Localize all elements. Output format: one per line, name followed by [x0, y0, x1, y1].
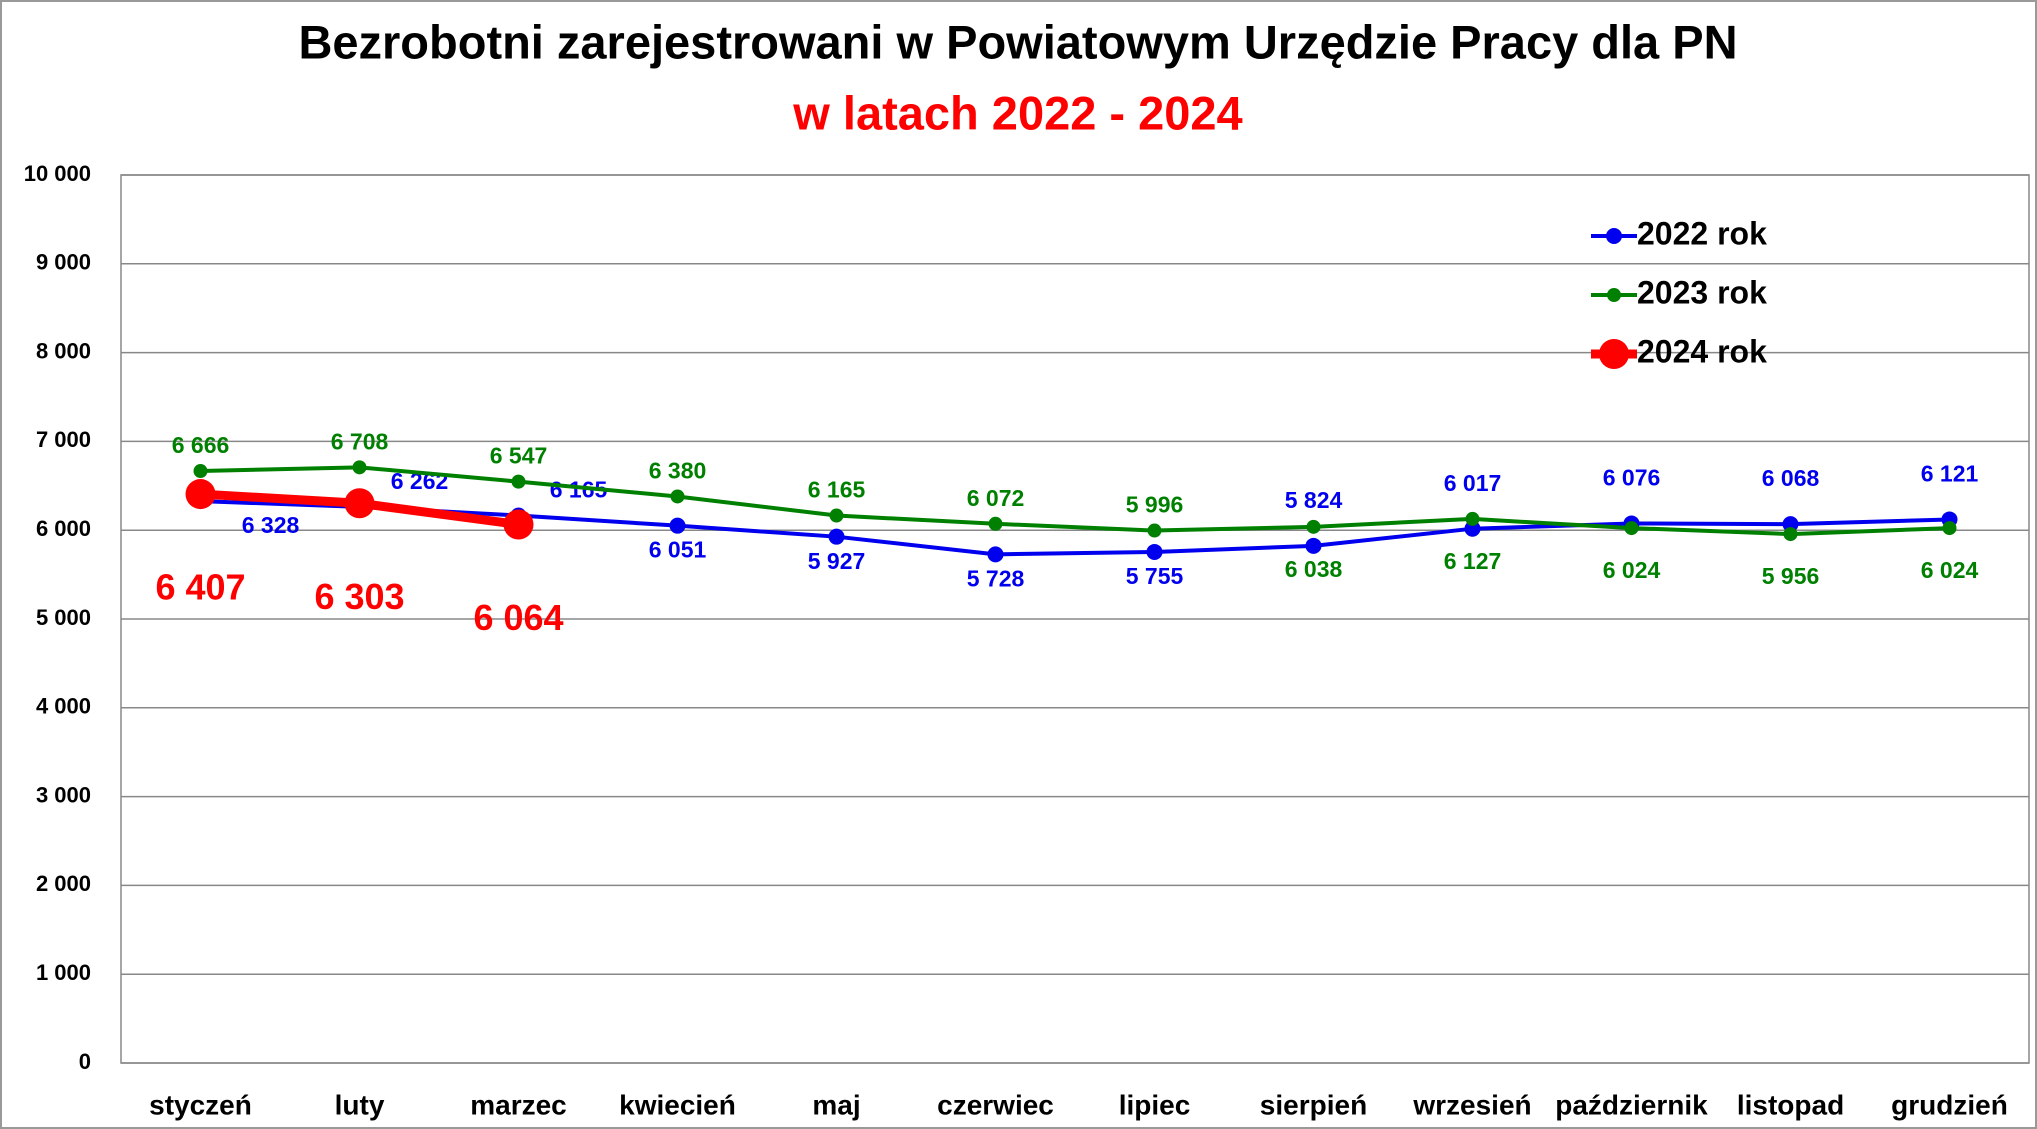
data-label: 6 064 — [473, 597, 563, 638]
y-tick-label: 9 000 — [36, 250, 91, 275]
data-label: 6 127 — [1444, 548, 1502, 574]
data-point — [511, 474, 526, 489]
x-tick-label: luty — [335, 1089, 385, 1120]
plot-border — [120, 174, 2030, 1064]
data-point — [1147, 523, 1162, 538]
data-point — [1782, 516, 1799, 533]
series-line — [200, 499, 1950, 557]
chart-title: Bezrobotni zarejestrowani w Powiatowym U… — [298, 15, 1737, 68]
data-label: 6 708 — [331, 428, 389, 454]
x-tick-label: grudzień — [1891, 1089, 2008, 1120]
data-point — [670, 489, 685, 504]
data-point — [185, 479, 216, 510]
data-point — [503, 509, 534, 540]
data-point — [193, 464, 208, 479]
data-label: 5 728 — [967, 565, 1025, 591]
data-label: 6 328 — [242, 512, 300, 538]
series-line — [200, 465, 1950, 537]
x-tick-label: czerwiec — [937, 1089, 1054, 1120]
data-point — [669, 517, 686, 534]
y-tick-label: 6 000 — [36, 516, 91, 541]
data-point — [1305, 537, 1322, 554]
y-tick-label: 3 000 — [36, 782, 91, 807]
data-label: 5 956 — [1762, 563, 1820, 589]
x-tick-label: maj — [812, 1089, 860, 1120]
legend-marker — [1599, 339, 1629, 369]
data-label: 6 165 — [808, 477, 866, 503]
y-tick-label: 4 000 — [36, 694, 91, 719]
data-point — [1306, 519, 1321, 534]
y-tick-label: 7 000 — [36, 427, 91, 452]
data-point — [352, 460, 367, 475]
data-label: 6 051 — [649, 537, 707, 563]
legend-marker — [1607, 288, 1621, 302]
legend-label: 2022 rok — [1637, 215, 1767, 251]
data-label: 6 303 — [314, 576, 404, 617]
y-tick-label: 10 000 — [24, 161, 91, 186]
data-point — [1624, 521, 1639, 536]
data-label: 5 996 — [1126, 492, 1184, 518]
data-label: 6 407 — [155, 567, 245, 608]
data-point — [828, 528, 845, 545]
data-label: 5 927 — [808, 548, 866, 574]
data-label: 6 380 — [649, 458, 707, 484]
x-tick-label: październik — [1555, 1089, 1708, 1120]
data-label: 6 038 — [1285, 556, 1343, 582]
legend-label: 2024 rok — [1637, 333, 1767, 369]
y-tick-label: 0 — [79, 1049, 91, 1074]
data-label: 6 121 — [1921, 461, 1979, 487]
data-label: 6 547 — [490, 443, 548, 469]
data-point — [1942, 521, 1957, 536]
data-point — [344, 488, 375, 519]
legend-label: 2023 rok — [1637, 274, 1767, 310]
data-point — [829, 508, 844, 523]
data-label: 6 076 — [1603, 465, 1661, 491]
y-tick-label: 1 000 — [36, 960, 91, 985]
x-tick-label: sierpień — [1260, 1089, 1367, 1120]
y-tick-label: 5 000 — [36, 605, 91, 630]
data-point — [1146, 543, 1163, 560]
legend-marker — [1606, 228, 1622, 244]
data-label: 6 017 — [1444, 470, 1502, 496]
x-tick-label: styczeń — [149, 1089, 252, 1120]
data-point — [1465, 511, 1480, 526]
data-label: 6 666 — [172, 432, 230, 458]
y-tick-label: 8 000 — [36, 338, 91, 363]
y-tick-label: 2 000 — [36, 871, 91, 896]
data-label: 6 072 — [967, 485, 1025, 511]
data-label: 5 824 — [1285, 487, 1343, 513]
x-tick-label: listopad — [1737, 1089, 1844, 1120]
data-point — [987, 546, 1004, 563]
x-tick-label: lipiec — [1119, 1089, 1191, 1120]
data-label: 6 068 — [1762, 465, 1820, 491]
data-label: 6 024 — [1921, 557, 1979, 583]
data-label: 5 755 — [1126, 563, 1184, 589]
data-point — [1783, 527, 1798, 542]
chart-subtitle: w latach 2022 - 2024 — [792, 86, 1242, 139]
data-point — [988, 516, 1003, 531]
x-tick-label: wrzesień — [1412, 1089, 1531, 1120]
data-label: 6 024 — [1603, 557, 1661, 583]
x-tick-label: marzec — [470, 1089, 567, 1120]
x-tick-label: kwiecień — [619, 1089, 736, 1120]
data-point — [1464, 520, 1481, 537]
